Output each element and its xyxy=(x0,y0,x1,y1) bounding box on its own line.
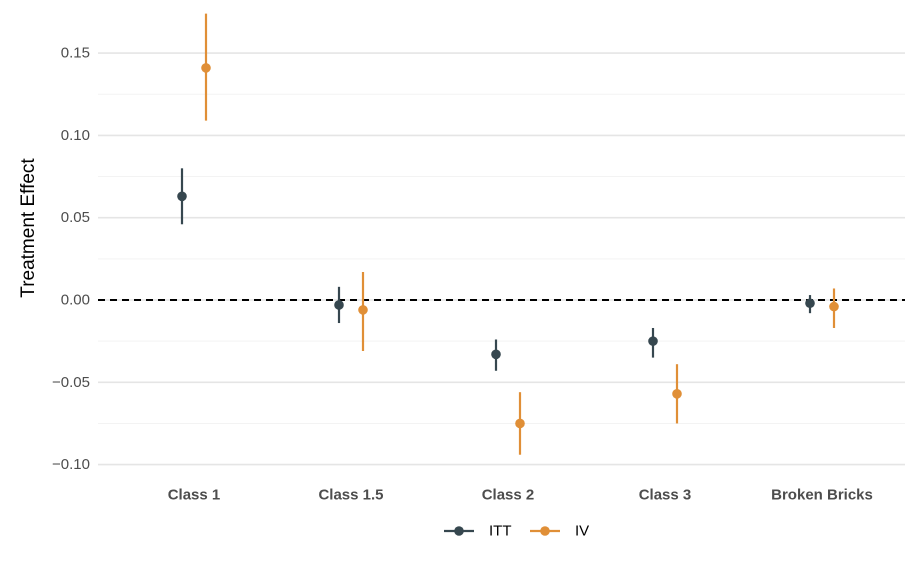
data-point xyxy=(672,389,682,399)
y-tick-label: −0.10 xyxy=(52,456,90,473)
x-category-label: Class 3 xyxy=(639,487,692,504)
legend-item-iv: IV xyxy=(530,523,589,540)
data-point xyxy=(334,300,344,310)
data-point xyxy=(805,298,815,309)
data-point xyxy=(201,63,211,73)
y-axis-ticks: 0.15 0.10 0.05 0.00 −0.05 −0.10 xyxy=(52,45,90,474)
x-category-label: Broken Bricks xyxy=(771,487,873,504)
y-axis-title: Treatment Effect xyxy=(18,158,39,298)
series-iv xyxy=(201,13,839,455)
legend-key-point xyxy=(540,526,550,536)
x-category-label: Class 1 xyxy=(168,487,221,504)
x-category-label: Class 1.5 xyxy=(318,487,383,504)
legend-label: IV xyxy=(575,523,589,540)
y-tick-label: −0.05 xyxy=(52,374,90,391)
data-point xyxy=(358,305,368,315)
legend-key-point xyxy=(454,526,464,536)
x-category-label: Class 2 xyxy=(482,487,535,504)
legend-label: ITT xyxy=(489,523,512,540)
data-marks xyxy=(177,13,839,455)
y-tick-label: 0.05 xyxy=(61,209,90,226)
y-tick-label: 0.15 xyxy=(61,45,90,62)
gridlines xyxy=(98,52,905,466)
y-tick-label: 0.00 xyxy=(61,292,90,309)
x-axis-categories: Class 1 Class 1.5 Class 2 Class 3 Broken Bri… xyxy=(168,487,873,504)
series-itt xyxy=(177,168,815,371)
data-point xyxy=(491,349,501,360)
y-tick-label: 0.10 xyxy=(61,127,90,144)
legend-item-itt: ITT xyxy=(444,523,512,540)
data-point xyxy=(829,301,839,312)
data-point xyxy=(515,418,525,429)
data-point xyxy=(177,191,187,202)
data-point xyxy=(648,336,658,346)
legend: ITT IV xyxy=(444,523,589,540)
